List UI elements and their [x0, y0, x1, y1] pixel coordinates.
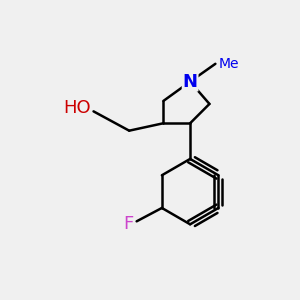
Text: HO: HO	[63, 99, 91, 117]
Text: F: F	[123, 215, 134, 233]
Text: N: N	[183, 73, 198, 91]
Text: Me: Me	[218, 57, 239, 71]
